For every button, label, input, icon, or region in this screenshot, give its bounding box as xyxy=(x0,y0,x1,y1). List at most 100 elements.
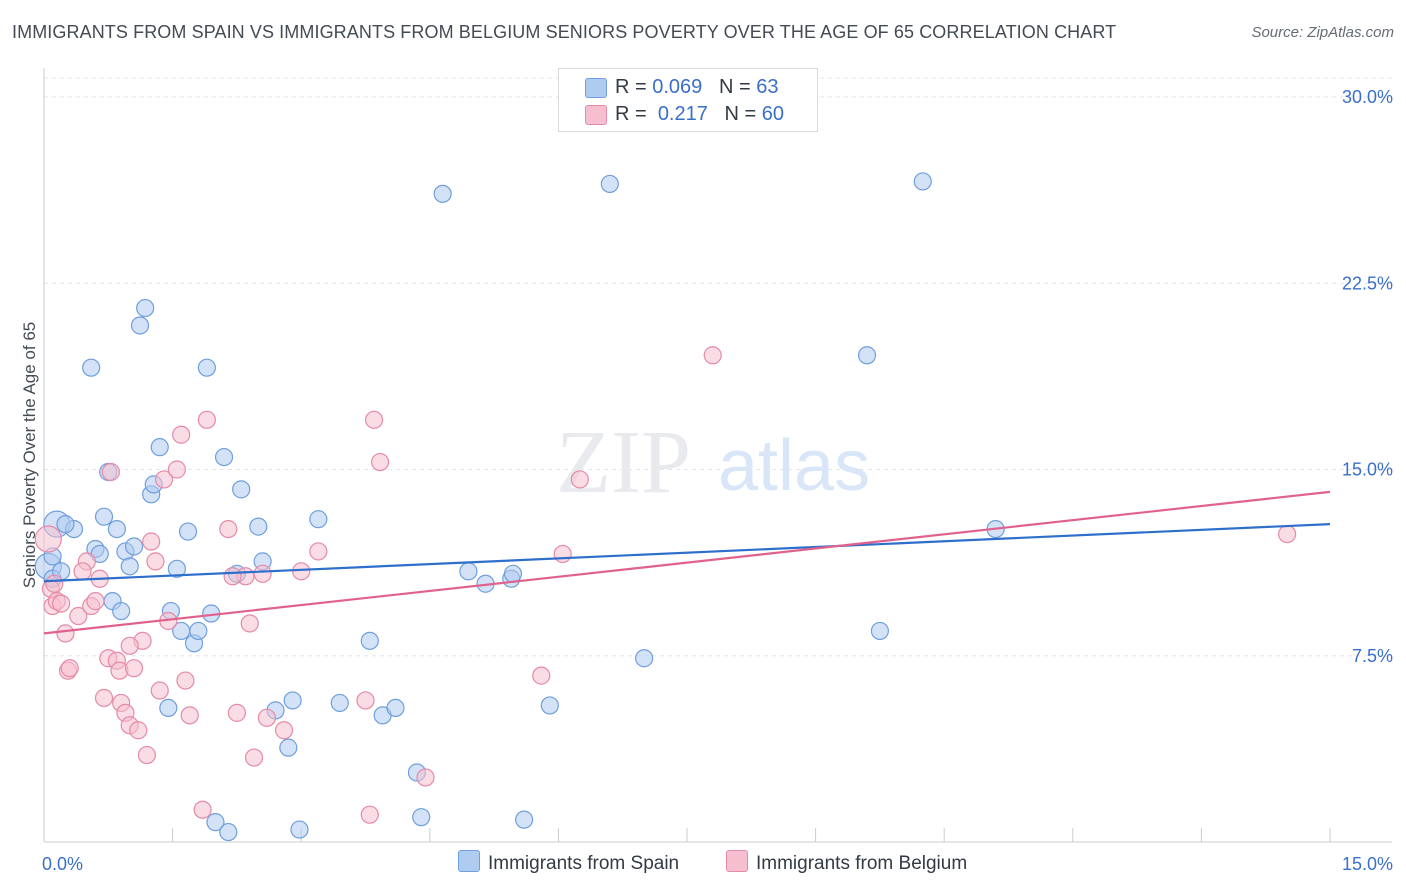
point-belgium xyxy=(60,659,79,678)
point-belgium xyxy=(86,592,105,611)
point-belgium xyxy=(120,636,139,655)
point-spain xyxy=(219,822,238,842)
tick-labels: 7.5% 15.0% 22.5% 30.0% 0.0% 15.0% xyxy=(42,87,1393,874)
point-spain xyxy=(870,621,890,641)
point-belgium xyxy=(94,688,114,708)
legend-r-value-belgium: 0.217 xyxy=(657,103,708,125)
y-tick-label: 22.5% xyxy=(1342,273,1393,293)
point-belgium xyxy=(360,805,379,824)
point-belgium xyxy=(219,519,238,539)
point-spain xyxy=(120,557,139,576)
correlation-legend: R = 0.069 N = 63 R = 0.217 N = 60 xyxy=(558,68,818,132)
point-belgium xyxy=(73,562,92,581)
point-belgium xyxy=(309,542,328,561)
point-belgium xyxy=(240,614,259,633)
point-spain xyxy=(94,507,114,526)
legend-n-value-belgium: 60 xyxy=(761,103,785,125)
point-spain xyxy=(206,813,225,832)
point-spain xyxy=(913,172,932,191)
point-spain xyxy=(330,693,349,713)
point-spain xyxy=(540,696,559,715)
point-spain xyxy=(412,808,431,827)
x-tick-label: 0.0% xyxy=(42,854,83,874)
legend-n-label-belgium: N = xyxy=(724,103,762,125)
y-axis-label: Seniors Poverty Over the Age of 65 xyxy=(20,321,39,589)
watermark-atlas: atlas xyxy=(718,426,870,506)
point-spain xyxy=(857,346,877,365)
point-belgium xyxy=(146,552,165,571)
point-belgium xyxy=(167,460,186,479)
point-belgium xyxy=(180,706,199,725)
bottom-legend-label-spain: Immigrants from Spain xyxy=(488,853,680,874)
point-spain xyxy=(130,316,150,335)
point-spain xyxy=(159,698,178,718)
point-belgium xyxy=(129,721,148,740)
point-spain xyxy=(214,447,234,467)
y-tick-label: 30.0% xyxy=(1342,87,1393,107)
legend-r-label-belgium: R = xyxy=(615,103,653,125)
point-spain xyxy=(515,810,534,829)
point-spain xyxy=(197,358,216,377)
point-spain xyxy=(503,564,523,583)
point-belgium xyxy=(1278,524,1297,544)
point-belgium xyxy=(227,703,246,722)
point-belgium xyxy=(56,624,75,643)
point-belgium xyxy=(416,768,435,787)
chart-title: IMMIGRANTS FROM SPAIN VS IMMIGRANTS FROM… xyxy=(12,22,1117,42)
point-spain xyxy=(136,298,155,318)
point-belgium xyxy=(292,562,311,581)
point-spain xyxy=(150,438,169,457)
point-belgium xyxy=(364,410,384,429)
point-spain xyxy=(112,601,131,621)
source-credit: Source: ZipAtlas.com xyxy=(1251,24,1394,41)
point-spain xyxy=(600,174,619,194)
point-belgium xyxy=(52,594,71,613)
legend-n-value-spain: 63 xyxy=(756,76,779,98)
point-spain xyxy=(189,621,208,641)
point-spain xyxy=(167,559,186,578)
point-belgium xyxy=(69,606,88,626)
trendline-spain xyxy=(43,523,1331,583)
point-spain xyxy=(232,480,251,499)
point-spain xyxy=(386,698,405,718)
x-tick-label: 15.0% xyxy=(1342,854,1393,874)
trendline-belgium xyxy=(43,490,1331,635)
point-belgium xyxy=(244,748,264,767)
point-belgium xyxy=(274,721,294,740)
point-belgium xyxy=(703,346,722,365)
point-spain xyxy=(107,519,126,539)
legend-r-value-spain: 0.069 xyxy=(652,76,703,98)
y-tick-label: 15.0% xyxy=(1342,460,1393,480)
y-tick-label: 7.5% xyxy=(1352,646,1393,666)
point-spain xyxy=(360,631,379,650)
points-layer xyxy=(34,172,1297,842)
point-belgium xyxy=(142,532,161,551)
point-spain xyxy=(283,691,302,710)
point-spain xyxy=(178,522,198,541)
point-belgium xyxy=(570,470,589,489)
point-belgium xyxy=(223,567,242,586)
point-belgium xyxy=(253,564,272,583)
watermark: ZIP atlas xyxy=(556,413,870,512)
point-spain xyxy=(82,358,101,377)
bottom-legend-spain: Immigrants from Spain xyxy=(458,850,679,875)
point-belgium xyxy=(553,544,572,564)
legend-text-spain: R = 0.069 N = 63 xyxy=(615,76,778,99)
legend-n-label-spain: N = xyxy=(718,76,757,98)
point-spain xyxy=(635,649,654,668)
bottom-legend-swatch-spain xyxy=(458,850,480,872)
point-spain xyxy=(459,562,478,581)
point-belgium xyxy=(257,708,277,727)
point-belgium xyxy=(34,525,62,553)
trend-layer xyxy=(43,490,1331,635)
point-belgium xyxy=(172,425,191,444)
point-belgium xyxy=(370,452,390,472)
point-belgium xyxy=(154,470,174,489)
point-spain xyxy=(56,515,75,534)
point-belgium xyxy=(150,681,169,700)
point-spain xyxy=(124,537,144,556)
point-belgium xyxy=(45,574,64,593)
point-belgium xyxy=(197,410,216,429)
point-spain xyxy=(309,510,328,529)
bottom-legend-label-belgium: Immigrants from Belgium xyxy=(756,853,968,874)
